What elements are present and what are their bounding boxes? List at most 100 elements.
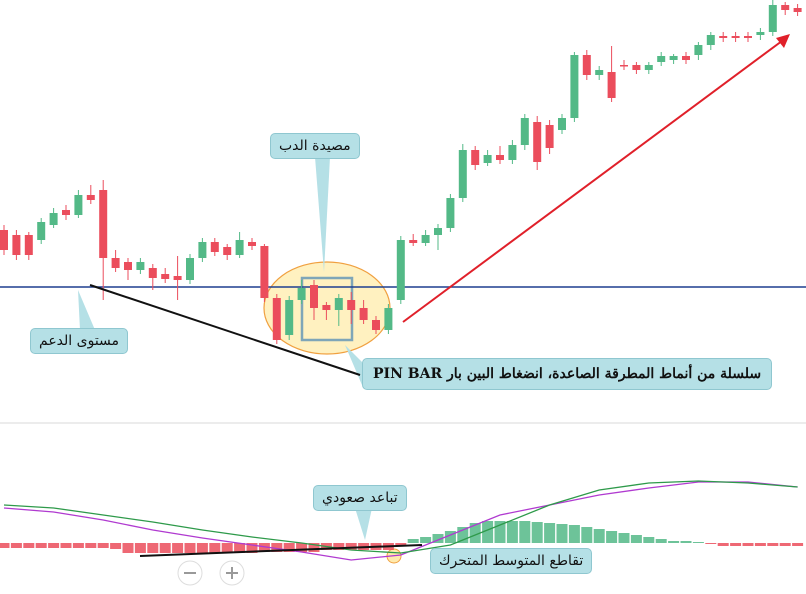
candle-body (756, 32, 765, 35)
candle-body (359, 308, 368, 320)
histogram-bar (147, 543, 159, 553)
candle-body (161, 274, 170, 279)
candle-body (186, 258, 194, 280)
candle-body (595, 70, 604, 75)
candle-body (533, 122, 542, 162)
bear-trap-label: مصيدة الدب (270, 133, 360, 159)
candle-body (570, 55, 579, 118)
histogram-bar (395, 543, 407, 546)
histogram-bar (110, 543, 122, 549)
candle-body (706, 35, 715, 45)
histogram-bar (10, 543, 22, 548)
candle-body (520, 118, 529, 145)
candle-body (471, 150, 480, 165)
candle-body (508, 145, 517, 160)
histogram-bar (643, 537, 655, 543)
histogram-bar (196, 543, 208, 553)
histogram-bar (246, 543, 258, 553)
pointer (355, 508, 372, 540)
candle-body (781, 5, 790, 10)
candle-body (310, 285, 318, 308)
pointer (78, 290, 95, 330)
pointer (315, 157, 330, 272)
candle-body (582, 55, 591, 75)
zoom-in[interactable] (219, 560, 245, 586)
histogram-bar (308, 543, 320, 552)
candle-body (384, 308, 393, 330)
candle-body (62, 210, 70, 215)
candle-body (458, 150, 467, 198)
histogram-bar (345, 543, 357, 550)
histogram-bar (544, 523, 556, 543)
candle-body (657, 56, 666, 62)
histogram-bar (767, 543, 779, 546)
candle-body (173, 276, 182, 280)
histogram-bar (717, 543, 729, 546)
candle-body (334, 298, 343, 310)
candle-body (669, 56, 678, 60)
candle-body (297, 288, 306, 300)
candle-body (446, 198, 455, 228)
candle-body (793, 8, 802, 12)
histogram-bar (730, 543, 742, 546)
histogram-bar (506, 521, 518, 543)
divergence-line (139, 544, 423, 557)
candle-body (682, 56, 690, 60)
histogram-bar (606, 531, 618, 543)
indicator-line (3, 480, 798, 554)
candle-body (731, 36, 740, 38)
candle-body (632, 65, 641, 70)
histogram-bar (779, 543, 791, 546)
histogram-bar (705, 543, 717, 544)
support-label: مستوى الدعم (30, 328, 129, 354)
histogram-bar (221, 543, 233, 553)
trend-line (89, 284, 361, 376)
candle-body (744, 36, 752, 38)
candle-body (768, 5, 777, 32)
histogram-bar (618, 533, 630, 543)
histogram-bar (482, 521, 494, 543)
divergence-label: تباعد صعودي (313, 485, 407, 511)
candle-body (620, 65, 628, 67)
histogram-bar (296, 543, 308, 552)
histogram-bar (60, 543, 72, 548)
histogram-bar (35, 543, 47, 548)
candle-body (694, 45, 703, 55)
histogram-bar (531, 522, 543, 543)
candle-body (148, 268, 157, 278)
candle-body (99, 190, 108, 258)
histogram-bar (792, 543, 804, 546)
candle-body (223, 247, 232, 255)
histogram-bar (0, 543, 10, 548)
arrow-head (776, 34, 790, 48)
histogram-bar (234, 543, 246, 553)
histogram-bar (184, 543, 196, 553)
histogram-bar (556, 524, 568, 543)
zoom-out[interactable] (177, 560, 203, 586)
candle-body (198, 242, 207, 258)
candle-body (248, 242, 256, 246)
histogram-bar (48, 543, 60, 548)
histogram-bar (209, 543, 221, 553)
candle-body (86, 195, 95, 200)
candle-body (24, 235, 33, 255)
histogram-bar (23, 543, 35, 548)
histogram-bar (593, 529, 605, 543)
crossover-label: تقاطع المتوسط المتحرك (430, 548, 593, 574)
histogram-bar (172, 543, 184, 553)
histogram-bar (85, 543, 97, 548)
candle-body (496, 155, 504, 160)
candle-body (74, 195, 83, 215)
histogram-bar (420, 537, 432, 543)
histogram-bar (432, 534, 444, 543)
histogram-bar (668, 541, 680, 543)
indicator-line (3, 481, 798, 561)
candle-body (210, 242, 219, 252)
candle-body (322, 305, 331, 310)
candle-body (558, 118, 566, 130)
candle-body (347, 300, 356, 310)
candle-body (37, 222, 46, 240)
histogram-bar (122, 543, 134, 553)
histogram-bar (444, 531, 456, 543)
